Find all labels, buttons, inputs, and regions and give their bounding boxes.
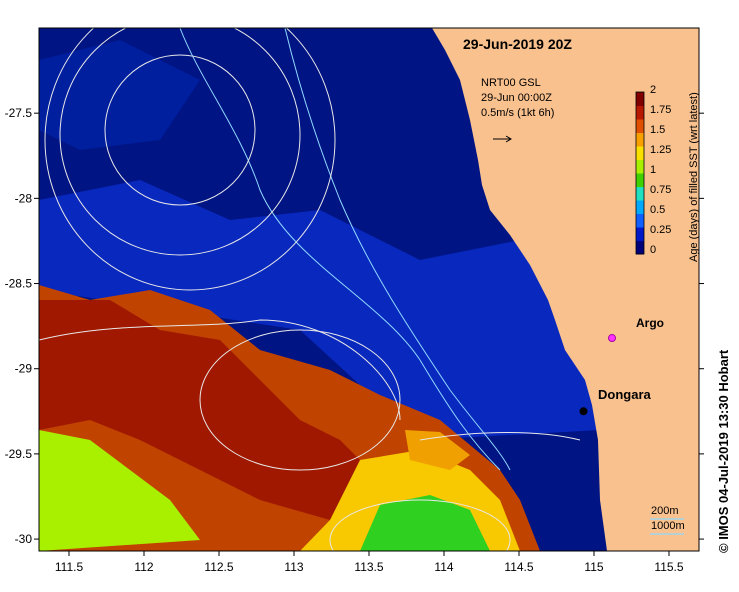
contour-6	[39, 319, 401, 421]
credit: © IMOS 04-Jul-2019 13:30 Hobart	[716, 349, 731, 553]
vector-legend: NRT00 GSL 29-Jun 00:00Z 0.5m/s (1kt 6h)	[481, 76, 554, 121]
contour-7	[419, 432, 581, 441]
y-tick-label: -27.5	[5, 106, 33, 120]
colorbar-segment	[636, 92, 644, 106]
colorbar-tick: 1	[650, 164, 657, 176]
dongara-label: Dongara	[598, 387, 651, 402]
colorbar-tick: 0.5	[650, 204, 666, 216]
sst-field-yellowgreen	[39, 430, 200, 551]
colorbar-segment	[636, 105, 644, 120]
contour-5	[329, 499, 511, 551]
y-tick-label: -28.5	[5, 277, 33, 291]
colorbar-tick: 1.75	[650, 104, 672, 116]
colorbar-segment	[636, 213, 644, 228]
colorbar-segment	[636, 240, 644, 255]
colorbar-segment	[636, 146, 644, 160]
sst-field-green	[360, 495, 490, 551]
y-tick-label: -30	[15, 532, 33, 546]
sst-field-dark	[39, 40, 200, 150]
x-tick-label: 113	[284, 560, 303, 574]
x-tick-label: 114.5	[504, 560, 533, 574]
isobath-200m	[179, 28, 501, 471]
scale-label-1000m: 1000m	[651, 520, 685, 532]
dongara-marker	[579, 407, 588, 416]
colorbar-tick: 2	[650, 84, 657, 96]
x-tick-label: 114	[434, 560, 453, 574]
contour-3	[44, 28, 336, 291]
colorbar-segment	[636, 186, 644, 201]
colorbar-tick: 0.75	[650, 184, 672, 196]
y-tick-label: -29	[15, 362, 33, 376]
colorbar-segment	[636, 159, 644, 174]
colorbar-tick: 1.5	[650, 124, 666, 136]
colorbar-title: Age (days) of filled SST (wrt latest)	[688, 92, 700, 262]
isobath-1000m	[284, 28, 511, 471]
colorbar-tick: 0.25	[650, 224, 672, 236]
colorbar	[636, 92, 644, 255]
colorbar-tick: 0	[650, 244, 657, 256]
y-tick-label: -29.5	[5, 447, 33, 461]
colorbar-segment	[636, 200, 644, 214]
sst-field-blue	[39, 180, 600, 440]
legend-line-1: NRT00 GSL	[481, 77, 541, 89]
colorbar-segment	[636, 173, 644, 187]
colorbar-frame	[635, 91, 645, 255]
colorbar-tick: 1.25	[650, 144, 672, 156]
colorbar-segment	[636, 227, 644, 241]
x-tick-label: 115.5	[654, 560, 683, 574]
x-tick-label: 111.5	[55, 560, 84, 574]
x-tick-label: 112.5	[204, 560, 233, 574]
argo-label: Argo	[636, 316, 664, 330]
contour-2	[59, 28, 301, 256]
argo-marker	[608, 334, 616, 343]
colorbar-segment	[636, 119, 644, 133]
contour-1	[104, 54, 256, 206]
legend-line-3: 0.5m/s (1kt 6h)	[481, 107, 555, 119]
map-date: 29-Jun-2019 20Z	[463, 36, 572, 52]
legend-arrow-head	[505, 135, 512, 143]
x-tick-label: 113.5	[354, 560, 383, 574]
x-axis: 111.5 112 112.5 113 113.5 114 114.5 115 115.5	[55, 551, 684, 574]
x-tick-label: 115	[584, 560, 603, 574]
contour-4	[199, 329, 401, 471]
x-tick-label: 112	[134, 560, 153, 574]
colorbar-segment	[636, 132, 644, 147]
legend-line-2: 29-Jun 00:00Z	[481, 92, 552, 104]
y-axis: -27.5 -28 -28.5 -29 -29.5 -30	[5, 106, 704, 546]
y-tick-label: -28	[15, 191, 33, 205]
scale-label-200m: 200m	[651, 505, 679, 517]
land-area	[432, 28, 699, 551]
sst-field-red	[39, 300, 380, 520]
